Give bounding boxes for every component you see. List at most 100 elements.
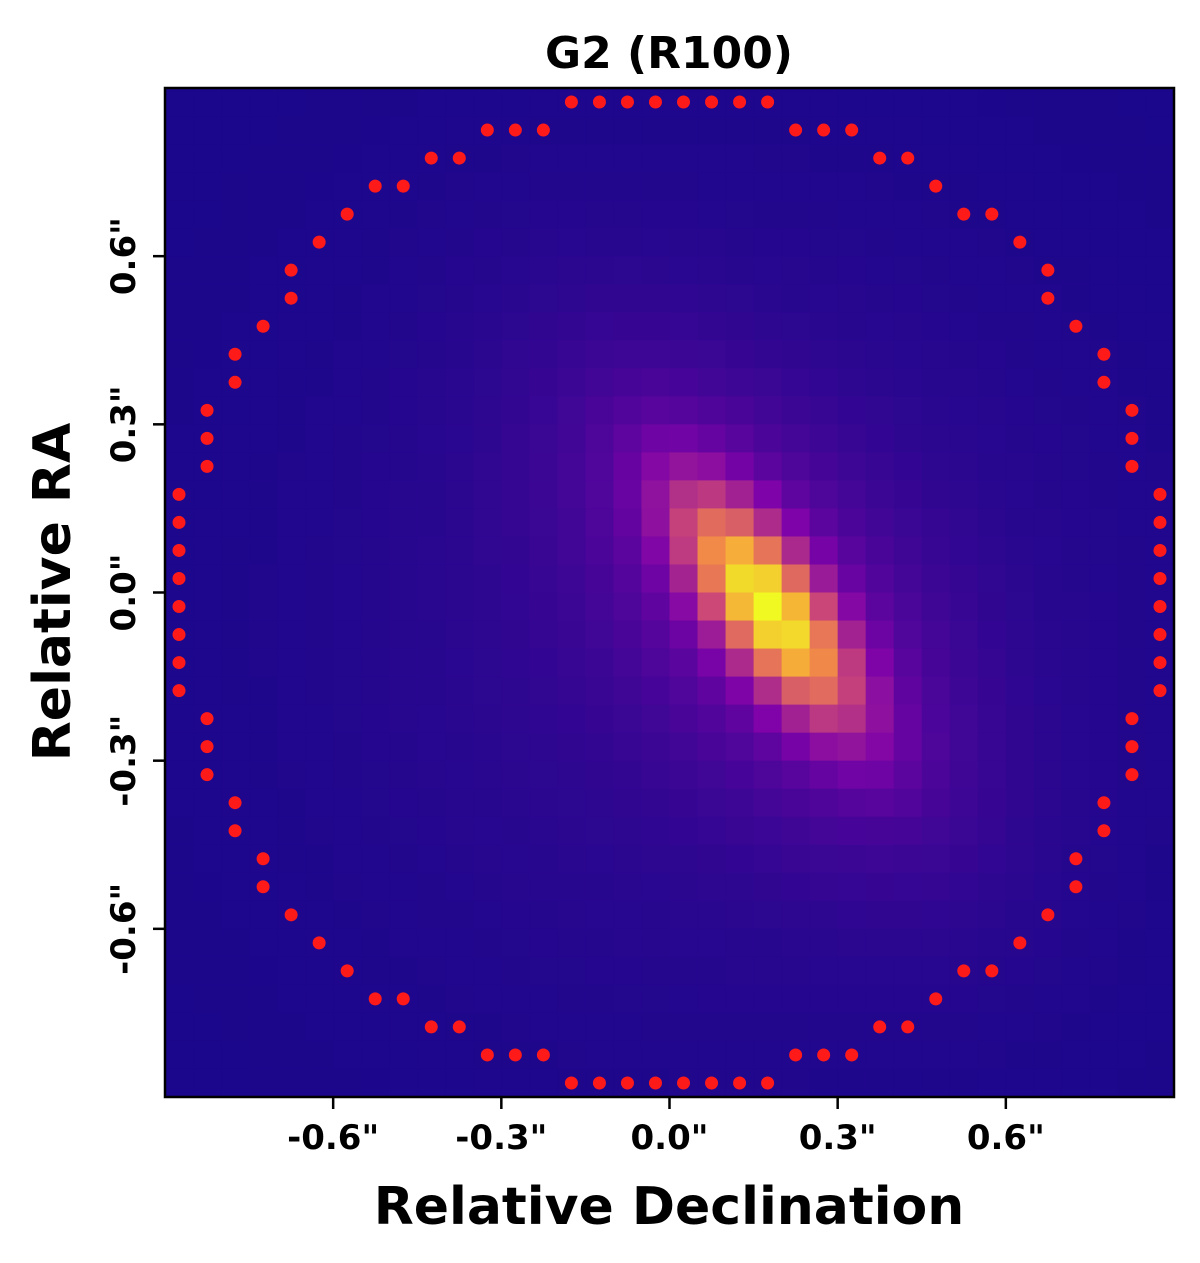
heatmap-cell [977,788,1007,818]
heatmap-cell [557,984,587,1014]
heatmap-cell [977,144,1007,173]
heatmap-cell [557,816,587,846]
heatmap-cell [165,144,194,173]
heatmap-cell [473,648,502,678]
heatmap-cell [557,536,587,566]
heatmap-cell [417,284,446,313]
heatmap-cell [277,200,306,229]
heatmap-cell [977,88,1007,117]
heatmap-cell [1117,1012,1147,1042]
heatmap-cell [641,116,671,145]
heatmap-cell [641,200,671,229]
aperture-marker [256,852,270,866]
heatmap-cell [865,648,895,678]
heatmap-cell [557,620,587,650]
heatmap-cell [921,284,951,313]
heatmap-cell [585,984,615,1014]
heatmap-cell [725,760,755,790]
heatmap-cell [1117,816,1147,846]
heatmap-cell [781,760,811,790]
heatmap-cell [333,704,362,734]
y-axis-label: Relative RA [23,423,83,761]
heatmap-cell [865,816,895,846]
heatmap-cell [781,872,811,902]
heatmap-cell [893,256,923,285]
heatmap-cell [669,452,699,481]
heatmap-cell [1117,368,1147,397]
heatmap-cell [1033,480,1063,510]
heatmap-cell [753,816,783,846]
heatmap-cell [613,256,643,285]
heatmap-cell [753,228,783,257]
heatmap-cell [977,816,1007,846]
heatmap-cell [949,872,979,902]
heatmap-cell [753,116,783,145]
heatmap-cell [809,620,839,650]
heatmap-cell [445,200,474,229]
heatmap-cell [641,424,671,453]
heatmap-cell [753,564,783,594]
heatmap-cell [1145,312,1175,341]
heatmap-cell [389,620,418,650]
heatmap-cell [1061,760,1091,790]
heatmap-cell [557,396,587,425]
heatmap-cell [585,172,615,201]
heatmap-cell [697,732,727,762]
heatmap-cell [725,704,755,734]
heatmap-cell [249,788,278,818]
heatmap-cell [501,200,530,229]
heatmap-cell [893,116,923,145]
heatmap-cell [277,1068,306,1098]
heatmap-cell [1005,900,1035,930]
heatmap-cell [837,144,867,173]
heatmap-cell [1061,592,1091,622]
heatmap-cell [529,312,558,341]
heatmap-cell [865,424,895,453]
heatmap-cell [725,284,755,313]
heatmap-cell [641,788,671,818]
x-axis-ticks: -0.6" -0.3" 0.0" 0.3" 0.6" [287,1097,1045,1158]
heatmap-cell [697,368,727,397]
heatmap-cell [725,564,755,594]
heatmap-cell [305,872,334,902]
heatmap-cell [753,956,783,986]
heatmap-cell [697,984,727,1014]
heatmap-cell [809,732,839,762]
heatmap-cell [1061,116,1091,145]
heatmap-cell [165,900,194,930]
heatmap-cell [893,312,923,341]
aperture-marker [228,824,242,838]
heatmap-cell [1117,228,1147,257]
heatmap-cell [389,900,418,930]
aperture-marker [228,347,242,361]
heatmap-cell [837,788,867,818]
heatmap-cell [669,228,699,257]
heatmap-cell [781,144,811,173]
heatmap-cell [1033,1012,1063,1042]
heatmap-cell [249,704,278,734]
heatmap-cell [249,676,278,706]
heatmap-cell [1005,312,1035,341]
heatmap-cell [977,1068,1007,1098]
heatmap-cell [305,116,334,145]
heatmap-cell [501,228,530,257]
heatmap-cell [1005,1012,1035,1042]
heatmap-cell [865,340,895,369]
heatmap-cell [1145,1068,1175,1098]
heatmap-cell [697,480,727,510]
heatmap-cell [333,396,362,425]
heatmap-cell [417,396,446,425]
heatmap-cell [893,984,923,1014]
heatmap-cell [865,760,895,790]
heatmap-cell [361,1068,390,1098]
heatmap-cell [333,788,362,818]
heatmap-cell [473,508,502,538]
heatmap-cell [697,172,727,201]
heatmap-cell [529,452,558,481]
heatmap-cell [921,760,951,790]
heatmap-cell [1033,788,1063,818]
heatmap-cell [753,312,783,341]
heatmap-cell [333,592,362,622]
heatmap-cell [1089,900,1119,930]
heatmap-cell [221,620,250,650]
